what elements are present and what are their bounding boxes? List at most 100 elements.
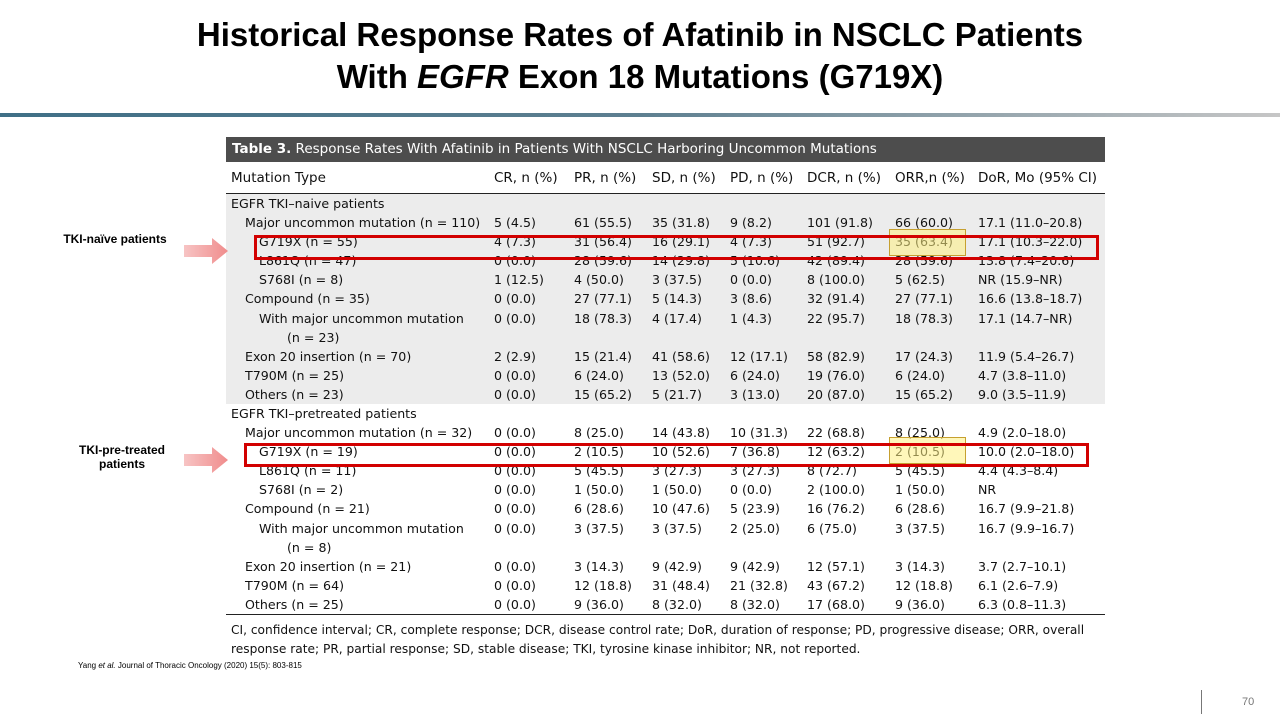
value-cell: 4 (17.4) (652, 308, 730, 328)
table-row: T790M (n = 64) 0 (0.0) 12 (18.8) 31 (48.4) 2… (226, 576, 1105, 595)
value-cell (978, 538, 1105, 557)
title-line-2-post: Exon 18 Mutations (G719X) (508, 58, 944, 95)
value-cell: 0 (0.0) (494, 577, 536, 593)
value-cell: 10 (31.3) (730, 425, 788, 441)
value-cell: 3 (8.6) (730, 289, 807, 309)
value-cell (494, 193, 574, 214)
value-cell: 12 (63.2) (807, 444, 865, 460)
value-cell: 12 (57.1) (807, 558, 865, 574)
value-cell: 18 (78.3) (895, 308, 978, 328)
header-pd: PD, n (%) (730, 162, 807, 194)
value-cell: 16.7 (9.9–16.7) (978, 520, 1075, 536)
value-cell (895, 193, 978, 214)
value-cell: 0 (0.0) (494, 558, 536, 574)
value-cell (730, 193, 807, 214)
value-cell: 41 (58.6) (652, 346, 730, 366)
value-cell: 6.3 (0.8–11.3) (978, 594, 1105, 615)
title-line-2: With EGFR Exon 18 Mutations (G719X) (0, 56, 1280, 98)
value-cell: 0 (0.0) (494, 594, 574, 615)
value-cell: 3 (37.5) (652, 270, 730, 290)
header-dor: DoR, Mo (95% CI) (978, 162, 1105, 194)
orr-naive-highlight (889, 229, 966, 256)
value-cell: 6 (75.0) (807, 520, 857, 536)
value-cell: 1 (12.5) (494, 270, 574, 290)
g719x-pretreated-highlight-box (244, 443, 1089, 467)
value-cell: 3 (37.5) (574, 520, 624, 536)
value-cell: 12 (17.1) (730, 346, 807, 366)
mutation-type-cell: Others (n = 23) (226, 384, 494, 404)
value-cell: 2 (2.9) (494, 346, 574, 366)
value-cell: 8 (100.0) (807, 270, 895, 290)
value-cell: 0 (0.0) (494, 384, 574, 404)
value-cell (574, 404, 652, 423)
table-header-row: Mutation Type CR, n (%) PR, n (%) SD, n … (226, 162, 1105, 194)
mutation-type-cell: Compound (n = 21) (245, 501, 370, 517)
table-footnote: CI, confidence interval; CR, complete re… (231, 622, 1085, 656)
value-cell: 6 (24.0) (730, 365, 807, 385)
arrow-right-icon (184, 238, 228, 264)
value-cell: 27 (77.1) (574, 289, 652, 309)
value-cell (494, 538, 574, 557)
mutation-type-cell: T790M (n = 64) (245, 577, 344, 593)
value-cell (895, 404, 978, 423)
value-cell: 2 (10.5) (574, 444, 624, 460)
value-cell: 6 (28.6) (574, 501, 624, 517)
value-cell: 8 (25.0) (574, 425, 624, 441)
header-pr: PR, n (%) (574, 162, 652, 194)
value-cell: 0 (0.0) (494, 308, 574, 328)
citation-authors: Yang (78, 661, 99, 670)
value-cell: 16.7 (9.9–21.8) (978, 501, 1075, 517)
value-cell: 3 (37.5) (895, 520, 945, 536)
table-row: (n = 23) (226, 327, 1105, 347)
value-cell: 5 (4.5) (494, 213, 574, 233)
mutation-type-cell: Major uncommon mutation (n = 110) (226, 213, 494, 233)
value-cell: 17.1 (11.0–20.8) (978, 213, 1105, 233)
value-cell: 1 (50.0) (652, 482, 702, 498)
value-cell: 16.6 (13.8–18.7) (978, 289, 1105, 309)
value-cell: 5 (14.3) (652, 289, 730, 309)
title-line-1: Historical Response Rates of Afatinib in… (196, 16, 1084, 53)
value-cell: 4 (50.0) (574, 270, 652, 290)
table-row: Others (n = 23) 0 (0.0) 15 (65.2) 5 (21.7) 3… (226, 384, 1105, 404)
value-cell: 0 (0.0) (494, 289, 574, 309)
value-cell: 22 (95.7) (807, 308, 895, 328)
mutation-type-cell: With major uncommon mutation (259, 520, 464, 536)
value-cell: 27 (77.1) (895, 289, 978, 309)
mutation-type-cell: Others (n = 25) (226, 594, 494, 615)
value-cell: 58 (82.9) (807, 346, 895, 366)
value-cell: 0 (0.0) (494, 482, 536, 498)
value-cell (730, 538, 807, 557)
value-cell: 21 (32.8) (730, 577, 788, 593)
value-cell: NR (15.9–NR) (978, 270, 1105, 290)
mutation-type-cell: Exon 20 insertion (n = 21) (245, 558, 412, 574)
value-cell: 2 (100.0) (807, 482, 865, 498)
value-cell: 101 (91.8) (807, 213, 895, 233)
table-row: Major uncommon mutation (n = 32) 0 (0.0) 8… (226, 423, 1105, 442)
value-cell (574, 327, 652, 347)
value-cell: 3 (14.3) (574, 558, 624, 574)
value-cell (652, 404, 730, 423)
value-cell: 9 (36.0) (574, 594, 652, 615)
table-row: T790M (n = 25) 0 (0.0) 6 (24.0) 13 (52.0) 6 … (226, 365, 1105, 385)
value-cell (730, 327, 807, 347)
value-cell: 9.0 (3.5–11.9) (978, 384, 1105, 404)
mutation-type-cell: With major uncommon mutation (226, 308, 494, 328)
value-cell: 9 (42.9) (730, 558, 780, 574)
mutation-type-cell: (n = 23) (226, 327, 494, 347)
value-cell: 6 (28.6) (895, 501, 945, 517)
value-cell: 9 (42.9) (652, 558, 702, 574)
value-cell: 6.1 (2.6–7.9) (978, 577, 1059, 593)
response-rates-table: Table 3. Response Rates With Afatinib in… (226, 137, 1105, 659)
header-sd: SD, n (%) (652, 162, 730, 194)
g719x-naive-highlight-box (254, 235, 1099, 260)
mutation-type-cell: Exon 20 insertion (n = 70) (226, 346, 494, 366)
value-cell (730, 404, 807, 423)
value-cell: 8 (25.0) (895, 425, 945, 441)
value-cell (494, 404, 574, 423)
tki-pretreated-section: EGFR TKI–pretreated patients Major uncomm… (226, 404, 1105, 615)
table-row: EGFR TKI–naive patients (226, 193, 1105, 214)
table-row: Exon 20 insertion (n = 70) 2 (2.9) 15 (21.… (226, 346, 1105, 366)
value-cell: 35 (31.8) (652, 213, 730, 233)
value-cell: 0 (0.0) (494, 444, 536, 460)
page-number-divider (1201, 690, 1202, 714)
